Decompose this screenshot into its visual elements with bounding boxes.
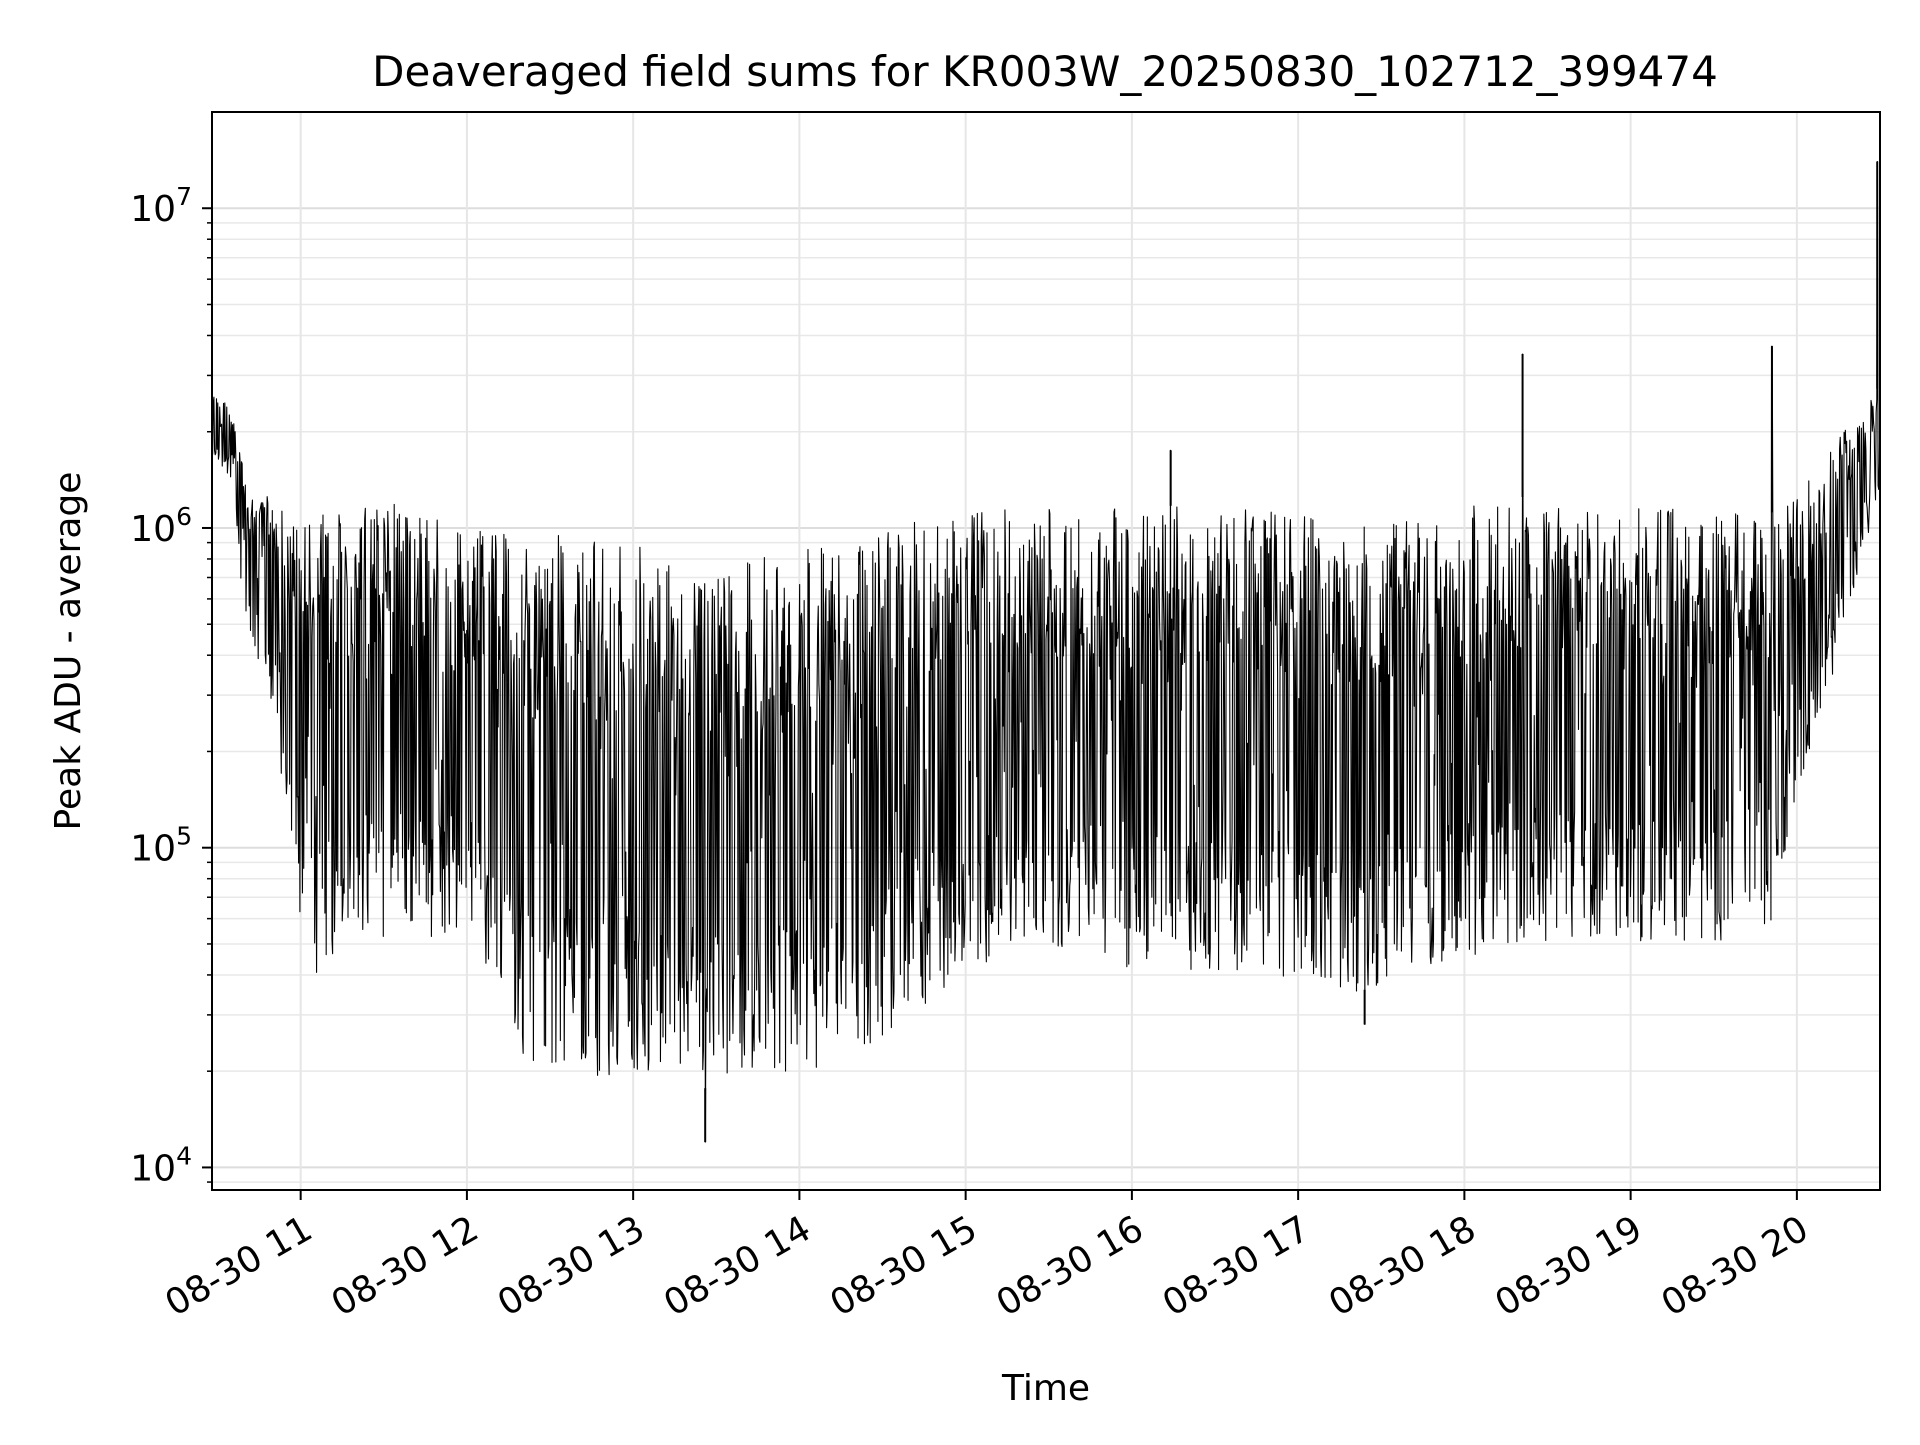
y-tick-label: 106 [130,502,192,550]
y-tick-label: 107 [130,182,192,230]
y-tick-label: 105 [130,822,192,870]
series-line [211,160,1881,1143]
chart-title: Deaveraged field sums for KR003W_2025083… [372,47,1718,96]
y-axis-label: Peak ADU - average [48,472,89,831]
data-layer [211,160,1881,1143]
y-tick-label: 104 [130,1141,192,1189]
plot-frame [211,111,1881,1191]
x-axis-label: Time [1001,1368,1090,1409]
